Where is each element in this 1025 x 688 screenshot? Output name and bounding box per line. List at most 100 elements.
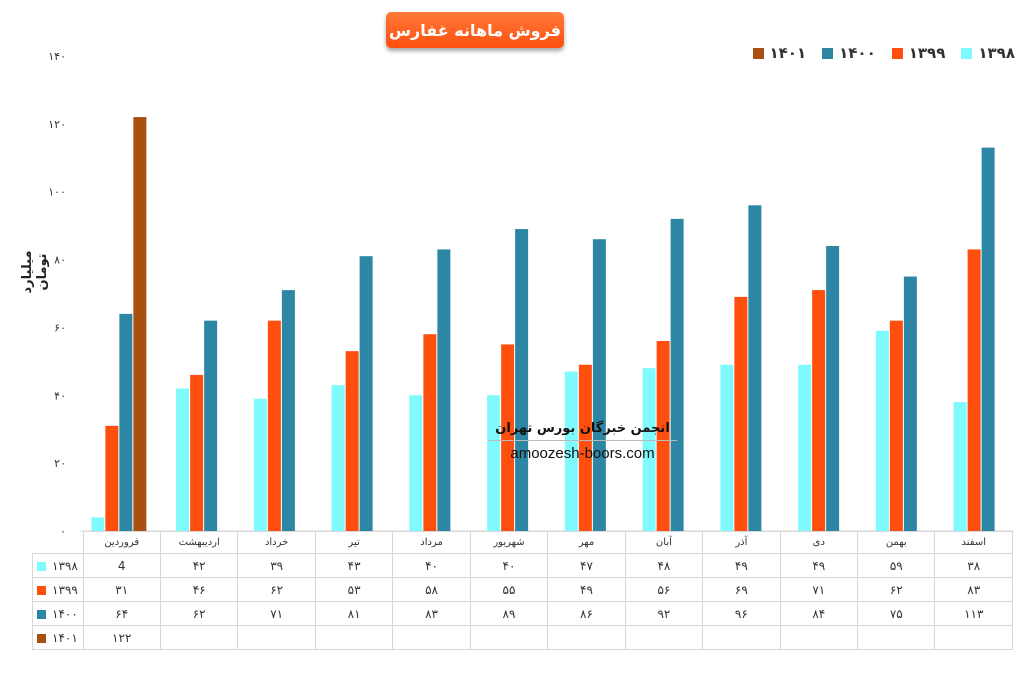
- table-category-header: مرداد: [392, 531, 471, 554]
- table-cell: ۶۲: [857, 577, 936, 602]
- table-series-name: ۱۴۰۱: [52, 630, 78, 645]
- bar-3-2: [204, 320, 218, 531]
- bar-2-7: [578, 364, 592, 531]
- chart-legend: ۱۳۹۸ ۱۳۹۹ ۱۴۰۰ ۱۴۰۱: [752, 44, 1015, 62]
- bar-2-9: [734, 296, 748, 531]
- y-tick-label: ۰: [60, 525, 66, 538]
- legend-item: ۱۳۹۹: [891, 44, 945, 62]
- table-cell: [159, 625, 239, 650]
- bar-2-3: [267, 320, 281, 531]
- bar-3-8: [670, 218, 684, 531]
- bar-3-3: [281, 290, 295, 531]
- table-cell: ۵۵: [469, 577, 549, 602]
- table-cell: ۵۸: [392, 577, 471, 602]
- table-row: ۱۳۹۸ 4 ۴۲ ۳۹ ۴۳ ۴۰ ۴۰ ۴۷ ۴۸ ۴۹ ۴۹ ۵۹ ۳۸: [32, 553, 1013, 578]
- legend-label: ۱۳۹۸: [978, 44, 1015, 62]
- legend-swatch: [891, 47, 903, 59]
- table-series-label: ۱۳۹۸: [32, 553, 84, 578]
- table-cell: ۴۲: [159, 553, 239, 578]
- bar-2-12: [967, 249, 981, 531]
- bar-3-10: [826, 246, 840, 531]
- table-cell: ۴۶: [159, 577, 239, 602]
- y-tick-label: ۶۰: [54, 321, 66, 334]
- table-series-swatch: [37, 609, 46, 619]
- y-tick-label: ۸۰: [54, 254, 66, 267]
- table-category-header: شهریور: [469, 531, 549, 554]
- table-cell: ۶۲: [237, 577, 316, 602]
- y-tick-label: ۱۰۰: [48, 186, 66, 199]
- table-cell: ۵۳: [314, 577, 394, 602]
- table-cell: [702, 625, 781, 650]
- legend-swatch: [822, 47, 834, 59]
- table-cell: ۴۹: [779, 553, 859, 578]
- bar-3-6: [515, 229, 529, 532]
- table-cell: ۸۴: [779, 601, 859, 626]
- bar-2-8: [656, 341, 670, 531]
- table-category-header: تیر: [314, 531, 394, 554]
- bar-1-6: [487, 395, 501, 531]
- chart-title: فروش ماهانه غفارس: [386, 12, 564, 48]
- table-series-swatch: [37, 561, 46, 571]
- bar-1-7: [564, 371, 578, 531]
- table-category-header: آذر: [702, 531, 781, 554]
- table-category-header: فروردین: [82, 531, 161, 554]
- table-cell: [547, 625, 626, 650]
- legend-swatch: [961, 47, 973, 59]
- legend-label: ۱۴۰۱: [769, 44, 807, 62]
- table-series-label: ۱۳۹۹: [32, 577, 84, 602]
- y-tick-label: ۴۰: [54, 389, 66, 402]
- table-cell: ۴۹: [547, 577, 626, 602]
- table-cell: ۱۱۳: [934, 601, 1013, 626]
- bar-1-3: [253, 398, 267, 531]
- table-cell: ۹۲: [624, 601, 704, 626]
- table-cell: ۴۸: [624, 553, 704, 578]
- table-cell: ۹۶: [702, 601, 781, 626]
- bar-3-4: [359, 256, 373, 531]
- table-category-header: دی: [779, 531, 859, 554]
- bar-3-12: [981, 147, 995, 531]
- legend-swatch: [752, 47, 764, 59]
- table-cell: [934, 625, 1013, 650]
- table-series-swatch: [37, 585, 46, 595]
- table-category-header: اسفند: [934, 531, 1013, 554]
- table-cell: ۴۰: [392, 553, 471, 578]
- watermark-url: amoozesh-boors.com: [510, 445, 655, 462]
- table-series-name: ۱۴۰۰: [52, 606, 78, 621]
- table-series-swatch: [37, 633, 46, 643]
- bar-1-9: [720, 364, 734, 531]
- bar-3-7: [592, 239, 606, 531]
- table-cell: ۵۹: [857, 553, 936, 578]
- table-category-header: آبان: [624, 531, 704, 554]
- table-cell: ۴۰: [469, 553, 549, 578]
- bar-1-4: [331, 385, 345, 531]
- table-cell: ۱۲۲: [82, 625, 161, 650]
- table-cell: ۴۷: [547, 553, 626, 578]
- table-series-name: ۱۳۹۹: [52, 582, 78, 597]
- table-cell: ۴۹: [702, 553, 781, 578]
- bar-3-11: [903, 276, 917, 531]
- bar-3-1: [119, 313, 133, 531]
- bar-2-11: [889, 320, 903, 531]
- table-cell: ۷۱: [237, 601, 316, 626]
- watermark-divider: [488, 440, 677, 441]
- table-cell: ۳۹: [237, 553, 316, 578]
- table-category-header: مهر: [547, 531, 626, 554]
- table-series-label: ۱۴۰۰: [32, 601, 84, 626]
- legend-item: ۱۴۰۰: [822, 44, 876, 62]
- table-cell: ۷۵: [857, 601, 936, 626]
- table-cell: ۶۹: [702, 577, 781, 602]
- table-row: ۱۳۹۹ ۳۱ ۴۶ ۶۲ ۵۳ ۵۸ ۵۵ ۴۹ ۵۶ ۶۹ ۷۱ ۶۲ ۸۳: [32, 577, 1013, 602]
- table-cell: [857, 625, 936, 650]
- table-cell: ۷۱: [779, 577, 859, 602]
- bar-1-11: [875, 330, 889, 531]
- table-cell: [469, 625, 549, 650]
- legend-item: ۱۴۰۱: [752, 44, 807, 62]
- y-tick-label: ۲۰: [54, 457, 66, 470]
- watermark-text: انجمن خبرگان بورس تهران: [495, 421, 670, 436]
- table-cell: [314, 625, 394, 650]
- bar-3-5: [437, 249, 451, 531]
- table-cell: [237, 625, 316, 650]
- bar-2-2: [190, 374, 204, 531]
- bar-2-10: [812, 290, 826, 531]
- table-cell: ۸۱: [314, 601, 394, 626]
